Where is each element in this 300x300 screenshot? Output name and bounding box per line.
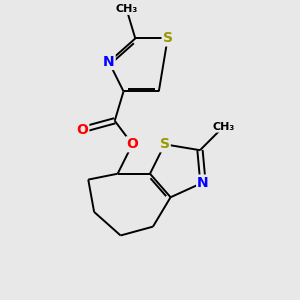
Text: N: N — [103, 55, 115, 69]
Text: O: O — [126, 137, 138, 151]
Text: CH₃: CH₃ — [212, 122, 235, 132]
Text: O: O — [76, 123, 88, 136]
Text: CH₃: CH₃ — [115, 4, 138, 14]
Text: S: S — [160, 137, 170, 151]
Text: S: S — [163, 32, 172, 45]
Text: N: N — [197, 176, 209, 190]
